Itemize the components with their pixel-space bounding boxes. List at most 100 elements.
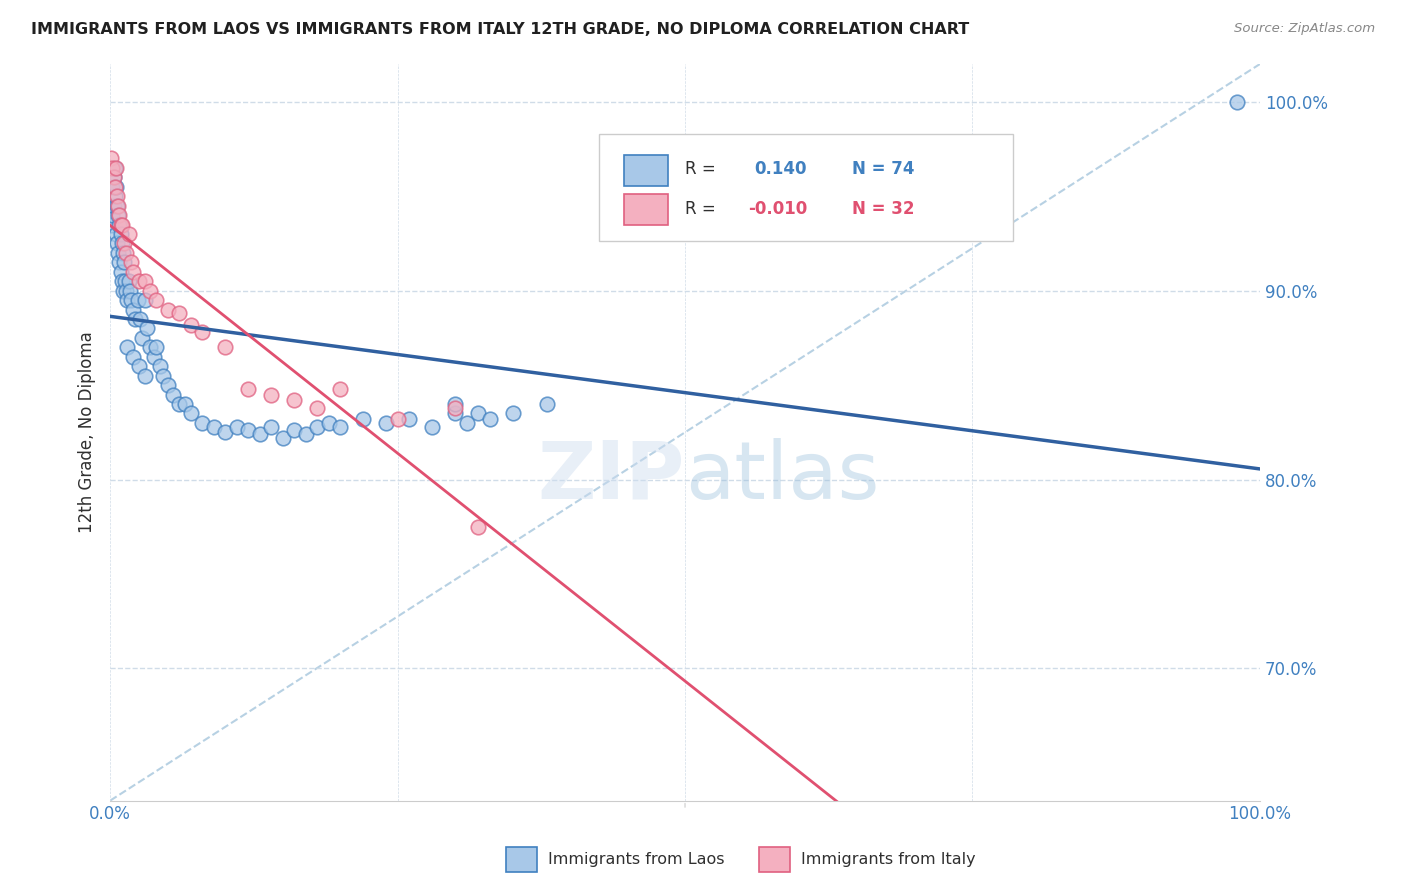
Point: [110, 218, 132, 232]
Point: [108, 255, 131, 269]
Point: [283, 424, 305, 438]
Point: [271, 431, 294, 445]
Point: [307, 401, 329, 415]
Text: R =: R =: [685, 200, 721, 219]
Point: [134, 274, 156, 288]
Point: [117, 227, 139, 241]
Point: [467, 407, 489, 421]
Point: [162, 387, 184, 401]
Text: N = 32: N = 32: [852, 200, 914, 219]
Point: [294, 427, 316, 442]
Point: [105, 199, 128, 213]
Point: [260, 387, 283, 401]
Point: [139, 340, 162, 354]
Point: [156, 302, 179, 317]
Point: [108, 218, 131, 232]
Point: [1226, 95, 1249, 109]
Text: 0.140: 0.140: [754, 161, 807, 178]
Y-axis label: 12th Grade, No Diploma: 12th Grade, No Diploma: [79, 332, 96, 533]
Point: [107, 208, 129, 222]
Point: [104, 161, 127, 175]
Point: [236, 382, 259, 396]
Text: R =: R =: [685, 161, 721, 178]
Point: [115, 284, 138, 298]
Point: [124, 312, 146, 326]
Text: Immigrants from Laos: Immigrants from Laos: [548, 853, 725, 867]
Point: [283, 393, 305, 408]
Point: [145, 293, 167, 307]
Point: [478, 412, 501, 426]
Point: [112, 255, 135, 269]
Point: [236, 424, 259, 438]
Point: [111, 284, 134, 298]
Point: [115, 246, 138, 260]
Text: atlas: atlas: [685, 438, 879, 516]
Text: ZIP: ZIP: [537, 438, 685, 516]
Point: [101, 161, 124, 175]
Point: [120, 293, 142, 307]
Point: [118, 284, 141, 298]
Point: [111, 218, 134, 232]
FancyBboxPatch shape: [599, 134, 1012, 241]
Point: [180, 407, 202, 421]
Point: [134, 368, 156, 383]
Point: [101, 208, 124, 222]
Point: [156, 378, 179, 392]
Point: [180, 318, 202, 332]
Point: [117, 340, 139, 354]
Point: [152, 368, 174, 383]
Point: [103, 170, 125, 185]
Point: [167, 397, 190, 411]
Point: [375, 416, 398, 430]
Point: [117, 293, 139, 307]
Point: [202, 419, 225, 434]
Point: [174, 397, 197, 411]
Point: [249, 427, 271, 442]
Point: [107, 199, 129, 213]
Point: [536, 397, 558, 411]
Point: [139, 284, 162, 298]
Point: [145, 340, 167, 354]
Point: [260, 419, 283, 434]
Point: [127, 293, 149, 307]
Point: [502, 407, 524, 421]
Point: [444, 407, 467, 421]
Point: [444, 401, 467, 415]
Point: [122, 265, 145, 279]
Point: [112, 236, 135, 251]
Point: [129, 312, 152, 326]
Text: Immigrants from Italy: Immigrants from Italy: [801, 853, 976, 867]
Point: [100, 218, 122, 232]
Point: [136, 321, 159, 335]
Point: [352, 412, 374, 426]
Point: [329, 382, 352, 396]
Point: [120, 255, 142, 269]
Point: [307, 419, 329, 434]
Point: [111, 274, 134, 288]
Point: [149, 359, 172, 374]
Point: [122, 302, 145, 317]
FancyBboxPatch shape: [624, 154, 668, 186]
Point: [110, 265, 132, 279]
Text: N = 74: N = 74: [852, 161, 914, 178]
Point: [191, 416, 214, 430]
Point: [103, 170, 125, 185]
Point: [420, 419, 443, 434]
Text: Source: ZipAtlas.com: Source: ZipAtlas.com: [1234, 22, 1375, 36]
Point: [104, 179, 127, 194]
Point: [134, 293, 156, 307]
Point: [214, 340, 236, 354]
Point: [104, 227, 127, 241]
Point: [225, 419, 247, 434]
Point: [142, 350, 165, 364]
Point: [117, 274, 139, 288]
Point: [191, 325, 214, 339]
Point: [131, 331, 153, 345]
Point: [108, 208, 131, 222]
Point: [104, 161, 127, 175]
Point: [114, 274, 136, 288]
Point: [128, 274, 150, 288]
Point: [110, 227, 132, 241]
Point: [128, 359, 150, 374]
Point: [100, 152, 122, 166]
